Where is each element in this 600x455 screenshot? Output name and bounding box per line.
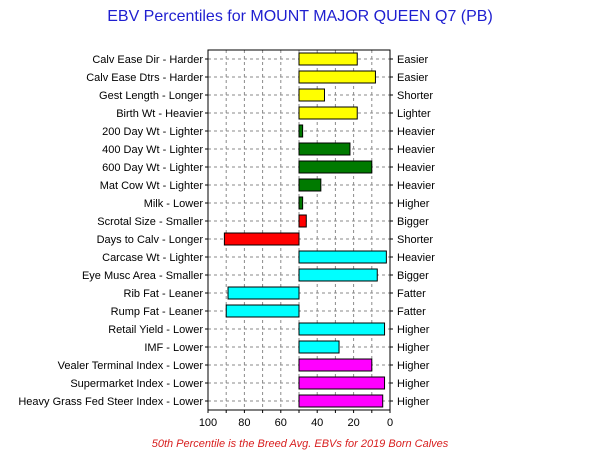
category-label-right: Higher: [397, 396, 430, 408]
category-label-left: Retail Yield - Lower: [108, 324, 203, 336]
category-label-right: Heavier: [397, 162, 435, 174]
category-label-left: Rib Fat - Leaner: [124, 288, 204, 300]
x-tick-label: 60: [275, 417, 287, 429]
category-label-right: Easier: [397, 72, 429, 84]
category-label-right: Heavier: [397, 144, 435, 156]
category-label-right: Shorter: [397, 234, 433, 246]
category-label-left: Eye Musc Area - Smaller: [82, 270, 203, 282]
grid-lines: [208, 50, 390, 410]
category-label-left: Vealer Terminal Index - Lower: [58, 360, 204, 372]
category-label-left: Carcase Wt - Lighter: [102, 252, 203, 264]
category-label-right: Heavier: [397, 180, 435, 192]
x-tick-label: 80: [238, 417, 250, 429]
category-label-left: Birth Wt - Heavier: [116, 108, 203, 120]
category-label-left: Gest Length - Longer: [99, 90, 203, 102]
bar: [298, 88, 325, 102]
chart-footnote: 50th Percentile is the Breed Avg. EBVs f…: [152, 438, 449, 450]
bar: [298, 142, 351, 156]
chart-title: EBV Percentiles for MOUNT MAJOR QUEEN Q7…: [107, 8, 493, 25]
x-tick-label: 40: [311, 417, 323, 429]
bar: [298, 160, 373, 174]
category-label-left: Days to Calv - Longer: [97, 234, 204, 246]
bar: [298, 196, 304, 210]
bar: [298, 340, 340, 354]
category-label-right: Bigger: [397, 216, 429, 228]
category-label-right: Higher: [397, 324, 430, 336]
bar: [227, 286, 300, 300]
category-label-left: IMF - Lower: [144, 342, 203, 354]
category-labels: Calv Ease Dir - Harder Easier Calv Ease Dt…: [18, 54, 435, 408]
bar: [223, 232, 300, 246]
category-label-right: Heavier: [397, 252, 435, 264]
bar: [298, 268, 378, 282]
bars: [223, 52, 387, 408]
category-label-left: 400 Day Wt - Lighter: [102, 144, 203, 156]
category-label-left: Rump Fat - Leaner: [111, 306, 204, 318]
category-label-left: Calv Ease Dtrs - Harder: [86, 72, 203, 84]
category-label-left: Milk - Lower: [144, 198, 204, 210]
category-label-left: 200 Day Wt - Lighter: [102, 126, 203, 138]
x-tick-label: 20: [347, 417, 359, 429]
bar: [298, 70, 376, 84]
category-label-right: Bigger: [397, 270, 429, 282]
category-label-left: Mat Cow Wt - Lighter: [100, 180, 204, 192]
bar: [298, 214, 307, 228]
category-label-left: Scrotal Size - Smaller: [97, 216, 203, 228]
category-label-right: Easier: [397, 54, 429, 66]
category-label-right: Lighter: [397, 108, 431, 120]
category-label-right: Higher: [397, 198, 430, 210]
x-tick-label: 0: [387, 417, 393, 429]
bar: [298, 394, 384, 408]
category-label-right: Higher: [397, 378, 430, 390]
category-label-right: Higher: [397, 342, 430, 354]
bar: [298, 250, 387, 264]
category-label-right: Fatter: [397, 306, 426, 318]
category-label-left: Calv Ease Dir - Harder: [92, 54, 203, 66]
bar: [225, 304, 300, 318]
x-axis-ticks: 100 80 60 40 20 0: [199, 58, 393, 429]
bar: [298, 358, 373, 372]
category-label-right: Higher: [397, 360, 430, 372]
bar: [298, 52, 358, 66]
category-label-left: Heavy Grass Fed Steer Index - Lower: [18, 396, 203, 408]
bar: [298, 178, 322, 192]
bar: [298, 124, 304, 138]
bar: [298, 322, 386, 336]
category-label-right: Shorter: [397, 90, 433, 102]
category-label-right: Heavier: [397, 126, 435, 138]
category-label-right: Fatter: [397, 288, 426, 300]
category-label-left: Supermarket Index - Lower: [70, 378, 203, 390]
category-label-left: 600 Day Wt - Lighter: [102, 162, 203, 174]
bar: [298, 376, 386, 390]
x-tick-label: 100: [199, 417, 217, 429]
bar: [298, 106, 358, 120]
